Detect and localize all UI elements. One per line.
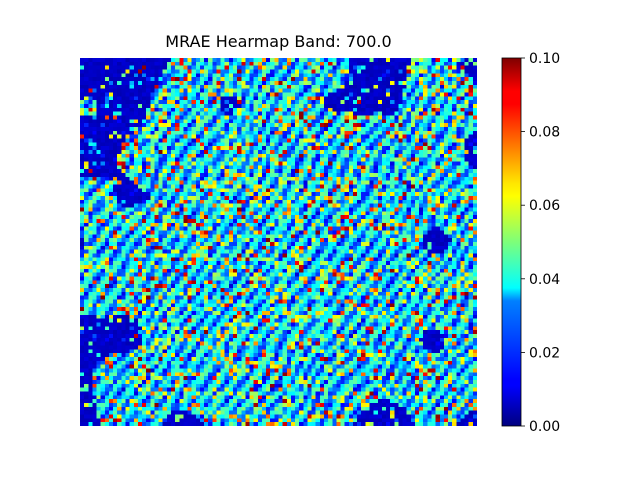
colorbar-tick-label: 0.08 (529, 125, 560, 141)
heatmap-image (80, 58, 477, 426)
colorbar-gradient (501, 57, 522, 427)
colorbar-tick-label: 0.04 (529, 272, 560, 288)
colorbar-tick-label: 0.00 (529, 419, 560, 435)
colorbar-tick-label: 0.02 (529, 345, 560, 361)
colorbar-tick-label: 0.06 (529, 198, 560, 214)
chart-title: MRAE Hearmap Band: 700.0 (165, 32, 392, 51)
colorbar: 0.00 0.02 0.04 0.06 0.08 0.10 (501, 51, 560, 435)
colorbar-ticks: 0.00 0.02 0.04 0.06 0.08 0.10 (521, 51, 560, 435)
colorbar-tick-label: 0.10 (529, 51, 560, 67)
